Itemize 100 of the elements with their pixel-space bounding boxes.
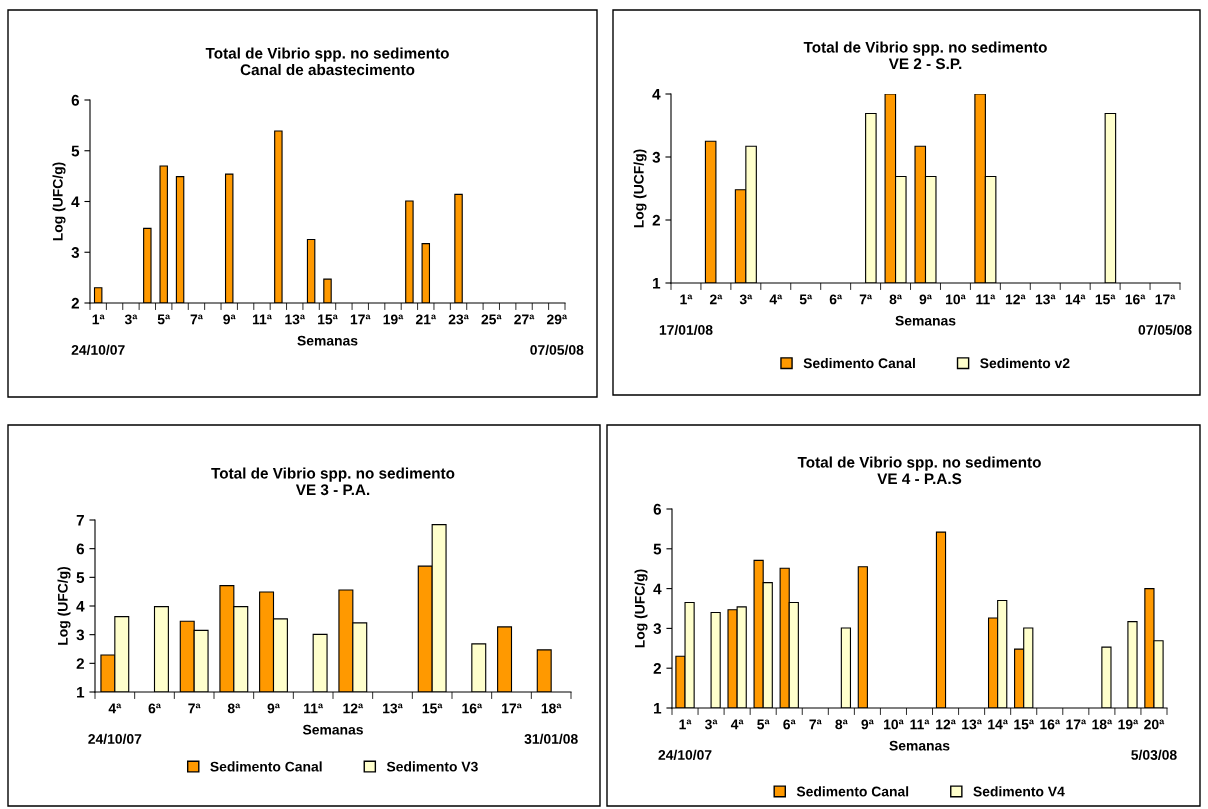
x-tick-label: 17ª: [1155, 294, 1176, 305]
y-axis-title: Log (UFC/g): [634, 569, 648, 648]
x-tick-label: 19ª: [1118, 719, 1139, 730]
x-tick-label: 7ª: [190, 314, 203, 325]
text: 07/05/08: [530, 344, 584, 356]
text: 17/01/08: [659, 324, 713, 336]
y-axis-title: Log (UFC/g): [57, 566, 71, 645]
x-tick-label: 14ª: [1065, 294, 1086, 305]
x-tick-label: 17ª: [1066, 719, 1087, 730]
x-tick-label: 19ª: [383, 314, 404, 325]
x-axis-title: Semanas: [297, 335, 358, 346]
x-tick-label: 18ª: [541, 703, 562, 714]
y-tick-label: 6: [76, 543, 85, 555]
x-tick-label: 5ª: [757, 719, 770, 730]
chart-title: Total de Vibrio spp. no sedimento VE 2 - S.P.: [803, 41, 1047, 70]
x-tick-label: 29ª: [547, 314, 568, 325]
chart-title: Total de Vibrio spp. no sedimento VE 3 - P.A.: [211, 467, 455, 496]
y-tick-label: 2: [76, 658, 84, 669]
text: 5/03/08: [1131, 749, 1177, 761]
y-tick-label: 5: [653, 543, 662, 555]
x-tick-label: 7ª: [859, 294, 873, 305]
x-tick-label: 6ª: [829, 294, 843, 305]
x-tick-label: 4ª: [730, 719, 744, 730]
x-tick-label: 3ª: [704, 719, 718, 730]
x-tick-label: 8ª: [835, 719, 848, 730]
x-tick-label: 13ª: [1035, 294, 1056, 305]
x-tick-label: 4ª: [769, 294, 783, 305]
x-tick-label: 13ª: [383, 703, 403, 714]
y-tick-label: 1: [77, 687, 85, 698]
y-tick-label: 4: [71, 196, 80, 208]
x-tick-label: 3ª: [124, 314, 138, 325]
text: 24/10/07: [658, 749, 712, 761]
x-tick-label: 17ª: [350, 314, 371, 325]
x-tick-label: 10ª: [946, 294, 966, 305]
text: 24/10/07: [88, 733, 142, 745]
x-tick-label: 15ª: [422, 703, 443, 714]
y-tick-label: 1: [654, 703, 662, 714]
y-tick-label: 1: [653, 278, 661, 289]
x-tick-label: 18ª: [1092, 719, 1113, 730]
x-tick-label: 21ª: [415, 314, 437, 325]
legend-label: Sedimento V3: [386, 761, 478, 772]
x-tick-label: 11ª: [976, 294, 996, 305]
x-tick-label: 10ª: [884, 719, 904, 730]
x-tick-label: 1ª: [92, 314, 105, 325]
x-tick-label: 6ª: [783, 719, 796, 730]
x-tick-label: 5ª: [157, 314, 171, 325]
x-tick-label: 9ª: [919, 294, 932, 305]
y-tick-label: 4: [652, 89, 661, 100]
x-tick-label: 8ª: [889, 294, 902, 305]
legend-label: Sedimento v2: [980, 357, 1070, 369]
x-tick-label: 15ª: [318, 314, 338, 325]
legend-label: Sedimento Canal: [210, 761, 322, 772]
x-tick-label: 20ª: [1144, 719, 1165, 730]
y-tick-label: 2: [653, 663, 661, 674]
x-tick-label: 5ª: [799, 294, 813, 305]
x-tick-label: 15ª: [1095, 294, 1116, 305]
legend-label: Sedimento Canal: [803, 357, 915, 369]
x-tick-label: 6ª: [148, 703, 161, 714]
x-tick-label: 14ª: [988, 719, 1008, 730]
x-axis-title: Semanas: [302, 724, 363, 735]
chart-title: Total de Vibrio spp. no sedimento VE 4 - P.A.S: [797, 456, 1041, 485]
y-tick-label: 6: [653, 503, 662, 515]
x-tick-label: 16ª: [1125, 294, 1146, 305]
x-tick-label: 11ª: [304, 703, 324, 714]
x-tick-label: 2ª: [709, 294, 723, 305]
y-tick-label: 6: [71, 94, 80, 106]
x-axis-title: Semanas: [895, 315, 956, 326]
x-tick-label: 16ª: [462, 703, 483, 714]
x-tick-label: 12ª: [343, 703, 364, 714]
x-axis-title: Semanas: [889, 740, 950, 751]
y-tick-label: 5: [76, 572, 85, 584]
x-tick-label: 8ª: [227, 703, 241, 714]
legend-label: Sedimento Canal: [796, 786, 909, 797]
y-tick-label: 3: [652, 151, 661, 163]
y-tick-label: 3: [71, 247, 80, 258]
x-tick-label: 9ª: [861, 719, 874, 730]
y-axis-title: Log (UCF/g): [633, 149, 647, 228]
x-tick-label: 1ª: [680, 294, 693, 305]
x-tick-label: 13ª: [285, 314, 306, 325]
x-tick-label: 11ª: [910, 719, 930, 730]
text: 24/10/07: [71, 344, 125, 356]
y-tick-label: 4: [76, 601, 85, 612]
text: 31/01/08: [524, 733, 578, 745]
x-tick-label: 3ª: [739, 294, 753, 305]
x-tick-label: 7ª: [188, 703, 201, 714]
y-tick-label: 7: [76, 515, 84, 526]
x-tick-label: 7ª: [809, 719, 822, 730]
x-tick-label: 16ª: [1040, 719, 1061, 730]
y-tick-label: 2: [71, 297, 79, 309]
x-tick-label: 13ª: [962, 719, 982, 730]
x-tick-label: 25ª: [481, 314, 502, 325]
x-tick-label: 27ª: [514, 314, 535, 325]
x-tick-label: 11ª: [252, 314, 272, 325]
y-tick-label: 2: [652, 214, 660, 226]
text: 07/05/08: [1138, 324, 1192, 336]
x-tick-label: 15ª: [1014, 719, 1035, 730]
y-tick-label: 4: [653, 583, 662, 595]
x-tick-label: 1ª: [679, 719, 692, 730]
legend-label: Sedimento V4: [973, 786, 1065, 797]
x-tick-label: 12ª: [1005, 294, 1026, 305]
